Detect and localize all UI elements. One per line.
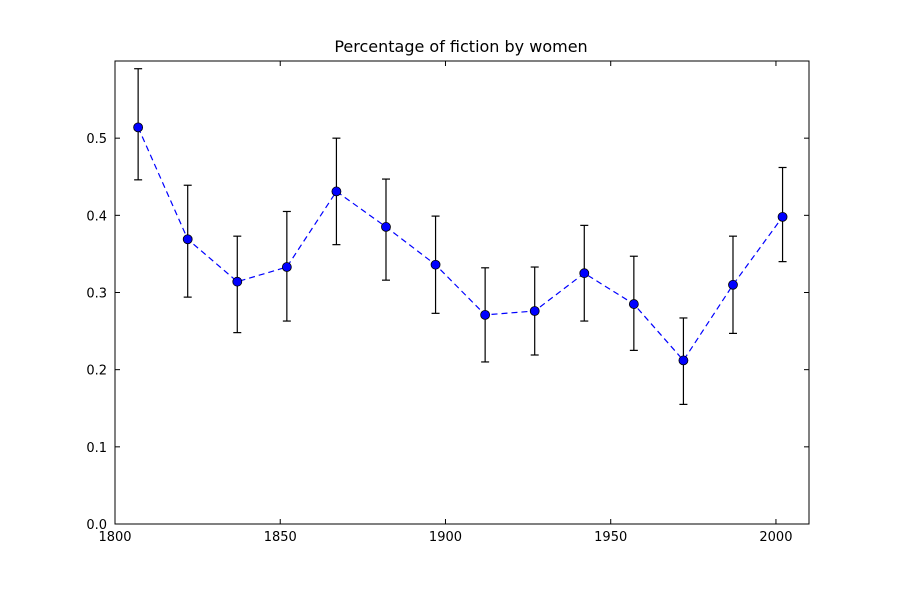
- series-line: [137, 127, 784, 362]
- data-point: [232, 276, 243, 287]
- data-point: [777, 211, 788, 222]
- x-tick-label: 1800: [98, 530, 131, 545]
- x-tick-label: 1950: [594, 530, 627, 545]
- x-tick-label: 2000: [759, 530, 792, 545]
- chart-title: Percentage of fiction by women: [334, 37, 587, 56]
- data-point: [430, 259, 441, 270]
- plot-frame: [114, 60, 810, 525]
- y-tick-label: 0.1: [86, 441, 107, 456]
- data-point: [281, 262, 292, 272]
- y-tick-label: 0.5: [86, 132, 107, 147]
- data-point-layer: [133, 122, 788, 366]
- data-point: [579, 268, 590, 279]
- data-point: [381, 222, 391, 232]
- x-tick-label: 1900: [429, 530, 462, 545]
- data-point: [628, 299, 639, 309]
- data-point: [728, 279, 738, 290]
- y-tick-label: 0.2: [86, 364, 107, 379]
- series-line-layer: [137, 127, 784, 362]
- y-tick-label: 0.3: [86, 287, 107, 302]
- data-point: [182, 234, 193, 245]
- tick-layer: 1800 1850 1900 1950 2000 0.0 0.1 0.2 0.3 0.4 0.5: [86, 61, 809, 545]
- y-tick-label: 0.0: [86, 518, 107, 533]
- data-point: [480, 309, 491, 320]
- data-point: [133, 122, 144, 133]
- y-tick-label: 0.4: [86, 209, 107, 224]
- errorbar-layer: [134, 68, 787, 405]
- data-point: [331, 186, 342, 197]
- x-tick-label: 1850: [264, 530, 297, 545]
- data-point: [678, 355, 689, 366]
- data-point: [529, 306, 540, 316]
